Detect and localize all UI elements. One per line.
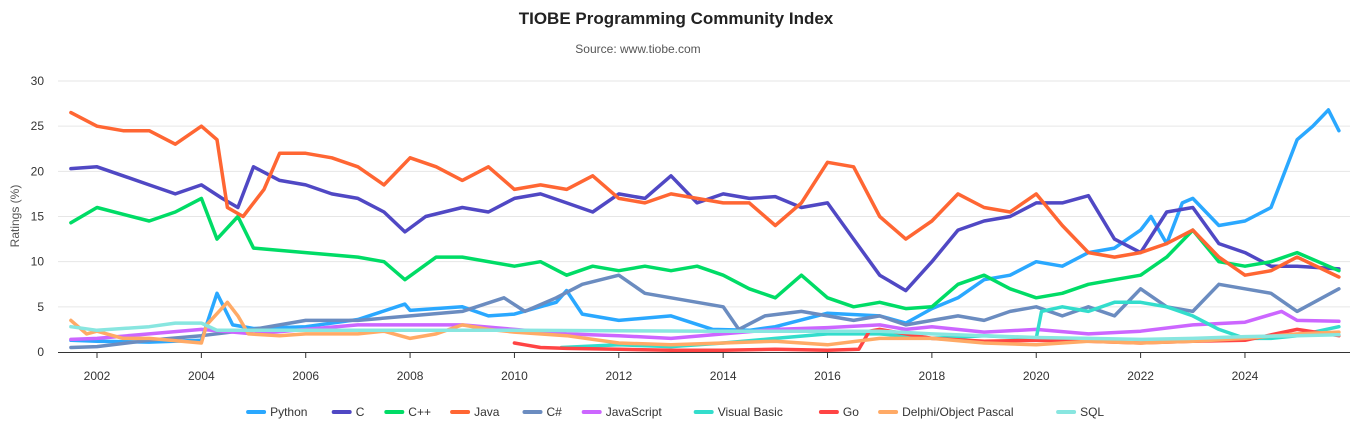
y-tick-label: 30: [31, 74, 45, 88]
legend-item[interactable]: Java: [450, 405, 500, 419]
x-tick-label: 2020: [1023, 369, 1050, 383]
y-tick-label: 5: [37, 300, 44, 314]
legend-label: SQL: [1080, 405, 1104, 419]
legend-label: Java: [474, 405, 500, 419]
series-line-sql: [69, 321, 1341, 342]
series-line-java: [69, 110, 1341, 279]
y-tick-label: 20: [31, 164, 45, 178]
legend-item[interactable]: C#: [522, 405, 563, 419]
legend-label: Python: [270, 405, 307, 419]
legend-item[interactable]: Go: [818, 405, 859, 419]
legend-label: Delphi/Object Pascal: [902, 405, 1013, 419]
legend-label: C#: [547, 405, 563, 419]
y-tick-label: 0: [37, 345, 44, 359]
x-tick-label: 2002: [84, 369, 111, 383]
series-line-c-: [69, 273, 1341, 350]
y-tick-label: 10: [31, 255, 45, 269]
y-tick-label: 15: [31, 210, 45, 224]
x-tick-label: 2012: [605, 369, 632, 383]
y-axis-label: Ratings (%): [8, 185, 22, 248]
y-tick-label: 25: [31, 119, 45, 133]
x-tick-label: 2016: [814, 369, 841, 383]
legend-item[interactable]: C++: [384, 405, 431, 419]
legend-item[interactable]: JavaScript: [581, 405, 663, 419]
x-tick-label: 2004: [188, 369, 215, 383]
x-tick-label: 2018: [919, 369, 946, 383]
legend-label: C: [356, 405, 365, 419]
series-line-python: [69, 108, 1341, 344]
legend-item[interactable]: C: [331, 405, 365, 419]
legend-item[interactable]: Visual Basic: [693, 405, 783, 419]
legend-label: JavaScript: [606, 405, 663, 419]
x-tick-label: 2014: [710, 369, 737, 383]
legend-item[interactable]: Python: [246, 405, 307, 419]
legend-label: C++: [408, 405, 431, 419]
legend-item[interactable]: SQL: [1056, 405, 1104, 419]
x-tick-label: 2010: [501, 369, 528, 383]
x-tick-label: 2006: [292, 369, 319, 383]
legend-label: Go: [843, 405, 859, 419]
x-tick-label: 2008: [397, 369, 424, 383]
chart-subtitle: Source: www.tiobe.com: [575, 42, 700, 56]
legend-item[interactable]: Delphi/Object Pascal: [878, 405, 1013, 419]
legend-label: Visual Basic: [718, 405, 783, 419]
x-tick-label: 2022: [1127, 369, 1154, 383]
series-line-c: [69, 165, 1341, 293]
series-line-c-: [69, 196, 1341, 311]
x-tick-label: 2024: [1232, 369, 1259, 383]
chart-title: TIOBE Programming Community Index: [519, 9, 834, 28]
